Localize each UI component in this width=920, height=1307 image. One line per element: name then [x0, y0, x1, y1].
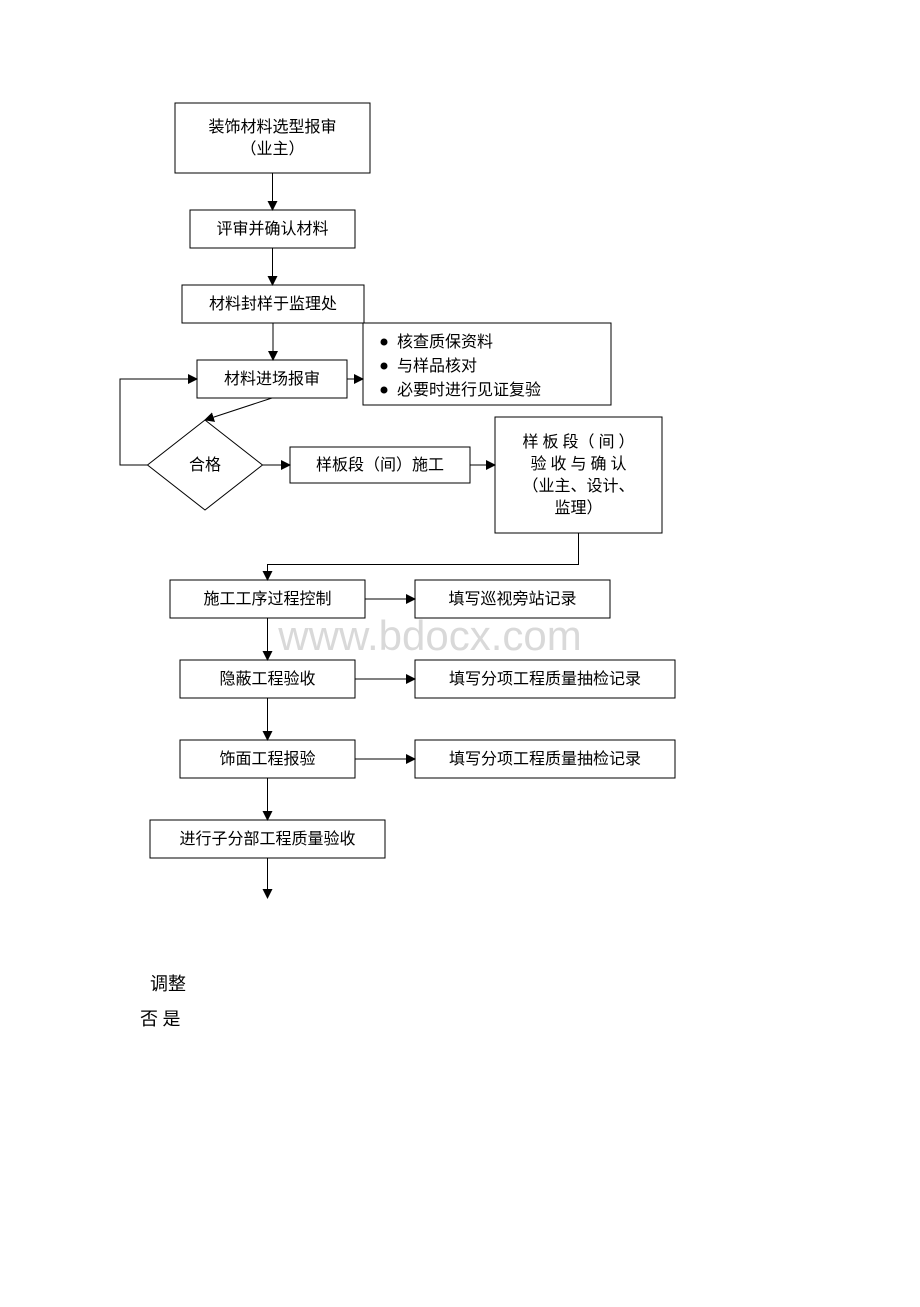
bullet-n4b-1 — [381, 363, 388, 370]
flow-node-n11-text: 进行子分部工程质量验收 — [179, 830, 355, 848]
bullet-n4b-2 — [381, 387, 388, 394]
flow-node-n6-text: 样板段（间）施工 — [316, 456, 444, 474]
footer-yes-no: 否 是 — [140, 1009, 181, 1029]
bullet-n4b-0 — [381, 339, 388, 346]
flow-node-n9b-text: 填写分项工程质量抽检记录 — [449, 670, 641, 688]
flow-node-n8b-text: 填写巡视旁站记录 — [448, 590, 576, 608]
flow-edge — [268, 533, 579, 580]
flow-edge — [205, 398, 272, 420]
footer-adjust: 调整 — [150, 974, 186, 994]
flow-node-n7-text: 样 板 段（ 间 ） — [522, 433, 634, 451]
watermark: www.bdocx.com — [277, 612, 581, 659]
flow-decision-n5-label: 合格 — [189, 456, 221, 474]
flow-edge — [120, 379, 197, 465]
flow-node-n7-text: 监理） — [554, 499, 602, 517]
flow-node-n4-text: 材料进场报审 — [224, 370, 320, 388]
flow-node-n1-text: 装饰材料选型报审 — [208, 118, 336, 136]
flow-node-n8-text: 施工工序过程控制 — [203, 590, 331, 608]
flow-node-n1-text: （业主） — [240, 140, 304, 158]
flow-node-n2-text: 评审并确认材料 — [216, 220, 328, 238]
bullet-text-n4b-2: 必要时进行见证复验 — [397, 381, 541, 399]
bullet-text-n4b-0: 核查质保资料 — [397, 333, 493, 351]
flow-node-n10-text: 饰面工程报验 — [219, 750, 315, 768]
bullet-text-n4b-1: 与样品核对 — [397, 357, 477, 375]
flow-node-n3-text: 材料封样于监理处 — [209, 295, 337, 313]
flow-node-n7-text: （业主、设计、 — [522, 477, 634, 495]
flow-node-n9-text: 隐蔽工程验收 — [219, 670, 315, 688]
flow-node-n7-text: 验 收 与 确 认 — [530, 455, 626, 473]
flow-node-n1 — [175, 103, 370, 173]
flow-node-n10b-text: 填写分项工程质量抽检记录 — [449, 750, 641, 768]
